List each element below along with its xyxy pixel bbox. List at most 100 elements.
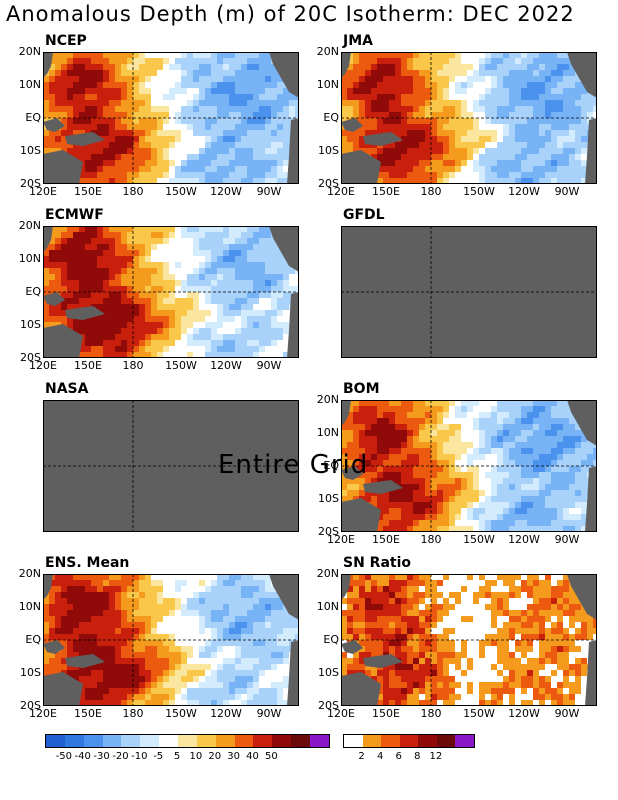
heatmap-cell [79, 580, 85, 586]
heatmap-cell [145, 328, 151, 334]
heatmap-cell [413, 166, 419, 172]
heatmap-cell [253, 280, 259, 286]
heatmap-cell [97, 76, 103, 82]
heatmap-cell [211, 280, 217, 286]
heatmap-cell [241, 688, 247, 694]
heatmap-cell [253, 112, 259, 118]
heatmap-cell [79, 304, 85, 310]
heatmap-cell [121, 664, 127, 670]
heatmap-cell [551, 484, 557, 490]
heatmap-cell [479, 526, 485, 532]
heatmap-cell [223, 580, 229, 586]
heatmap-cell [127, 256, 133, 262]
heatmap-cell [461, 136, 467, 142]
heatmap-cell [491, 460, 497, 466]
heatmap-cell [545, 160, 551, 166]
heatmap-cell [157, 262, 163, 268]
heatmap-cell [193, 598, 199, 604]
heatmap-cell [539, 178, 545, 184]
heatmap-cell [479, 502, 485, 508]
heatmap-cell [235, 58, 241, 64]
heatmap-cell [253, 676, 259, 682]
heatmap-cell [563, 166, 569, 172]
heatmap-cell [539, 160, 545, 166]
heatmap-cell [271, 130, 277, 136]
heatmap-cell [575, 82, 581, 88]
heatmap-cell [509, 100, 515, 106]
heatmap-cell [187, 316, 193, 322]
heatmap-cell [407, 118, 413, 124]
heatmap-cell [127, 250, 133, 256]
heatmap-cell [289, 100, 295, 106]
heatmap-cell [347, 592, 353, 598]
heatmap-cell [139, 172, 145, 178]
heatmap-cell [205, 166, 211, 172]
heatmap-cell [205, 694, 211, 700]
heatmap-cell [61, 226, 67, 232]
heatmap-cell [229, 310, 235, 316]
heatmap-cell [533, 64, 539, 70]
lon-tick-label: 150E [372, 185, 400, 198]
heatmap-cell [97, 574, 103, 580]
heatmap-cell [473, 70, 479, 76]
heatmap-cell [395, 580, 401, 586]
heatmap-cell [575, 172, 581, 178]
heatmap-cell [55, 250, 61, 256]
heatmap-cell [97, 298, 103, 304]
heatmap-cell [437, 142, 443, 148]
heatmap-cell [569, 136, 575, 142]
heatmap-cell [79, 250, 85, 256]
heatmap-cell [157, 286, 163, 292]
heatmap-cell [419, 418, 425, 424]
heatmap-cell [383, 106, 389, 112]
heatmap-cell [199, 298, 205, 304]
heatmap-cell [569, 412, 575, 418]
heatmap-cell [521, 496, 527, 502]
heatmap-cell [223, 694, 229, 700]
heatmap-cell [467, 424, 473, 430]
heatmap-cell [61, 316, 67, 322]
heatmap-cell [73, 112, 79, 118]
heatmap-cell [49, 64, 55, 70]
heatmap-cell [187, 334, 193, 340]
heatmap-cell [55, 598, 61, 604]
heatmap-cell [419, 580, 425, 586]
heatmap-cell [67, 640, 73, 646]
heatmap-cell [491, 112, 497, 118]
heatmap-cell [353, 490, 359, 496]
heatmap-cell [49, 268, 55, 274]
heatmap-cell [539, 94, 545, 100]
heatmap-cell [461, 94, 467, 100]
heatmap-cell [85, 646, 91, 652]
heatmap-cell [509, 82, 515, 88]
heatmap-cell [265, 700, 271, 706]
heatmap-cell [431, 64, 437, 70]
heatmap-cell [479, 484, 485, 490]
heatmap-cell [229, 160, 235, 166]
heatmap-cell [395, 502, 401, 508]
heatmap-cell [235, 334, 241, 340]
heatmap-cell [121, 322, 127, 328]
heatmap-cell [533, 436, 539, 442]
heatmap-cell [551, 124, 557, 130]
heatmap-cell [455, 448, 461, 454]
heatmap-cell [503, 82, 509, 88]
heatmap-cell [389, 58, 395, 64]
heatmap-cell [467, 52, 473, 58]
heatmap-cell [103, 664, 109, 670]
heatmap-cell [127, 688, 133, 694]
heatmap-cell [455, 76, 461, 82]
heatmap-cell [115, 76, 121, 82]
heatmap-cell [241, 658, 247, 664]
heatmap-cell [497, 406, 503, 412]
heatmap-cell [515, 472, 521, 478]
heatmap-cell [277, 82, 283, 88]
heatmap-cell [199, 82, 205, 88]
heatmap-cell [235, 286, 241, 292]
heatmap-cell [271, 154, 277, 160]
heatmap-cell [109, 178, 115, 184]
heatmap-cell [103, 76, 109, 82]
heatmap-cell [509, 154, 515, 160]
heatmap-cell [371, 124, 377, 130]
heatmap-cell [175, 142, 181, 148]
